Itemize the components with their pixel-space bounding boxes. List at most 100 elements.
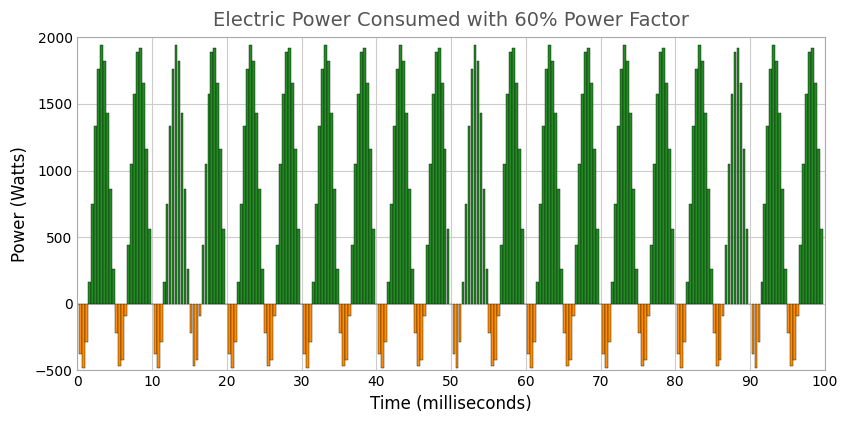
Bar: [818, 149, 820, 304]
Bar: [665, 84, 667, 304]
Bar: [531, 304, 533, 368]
Bar: [800, 245, 802, 304]
Bar: [563, 304, 566, 333]
Bar: [393, 126, 396, 304]
Bar: [745, 229, 749, 304]
Bar: [82, 304, 85, 368]
Bar: [91, 204, 93, 304]
Bar: [632, 189, 635, 304]
Bar: [743, 149, 745, 304]
Bar: [572, 304, 575, 316]
Bar: [456, 304, 458, 368]
Bar: [154, 304, 156, 354]
Bar: [614, 204, 617, 304]
Bar: [814, 84, 817, 304]
Bar: [136, 52, 138, 304]
Bar: [250, 45, 252, 304]
Bar: [85, 304, 87, 342]
Bar: [781, 189, 784, 304]
Bar: [103, 61, 106, 304]
Bar: [680, 304, 683, 368]
Bar: [228, 304, 231, 354]
Bar: [97, 69, 99, 304]
Bar: [551, 61, 554, 304]
Bar: [238, 282, 240, 304]
Bar: [734, 52, 736, 304]
Bar: [694, 69, 698, 304]
Bar: [492, 304, 494, 366]
Bar: [213, 48, 216, 304]
Bar: [602, 304, 605, 354]
Bar: [545, 69, 548, 304]
Bar: [130, 164, 132, 304]
Bar: [796, 304, 799, 316]
Bar: [417, 304, 419, 366]
Bar: [115, 304, 118, 333]
Bar: [503, 164, 506, 304]
Bar: [722, 304, 724, 316]
Bar: [575, 245, 578, 304]
Bar: [216, 84, 219, 304]
Bar: [668, 149, 671, 304]
Bar: [635, 268, 638, 304]
Bar: [306, 304, 309, 368]
Bar: [513, 48, 515, 304]
Bar: [773, 45, 775, 304]
Bar: [462, 282, 464, 304]
Bar: [295, 149, 297, 304]
Bar: [144, 149, 148, 304]
Bar: [261, 268, 264, 304]
Bar: [644, 304, 647, 360]
Bar: [175, 45, 177, 304]
Bar: [480, 113, 482, 304]
Bar: [183, 189, 187, 304]
Bar: [219, 149, 222, 304]
Bar: [291, 84, 294, 304]
Bar: [303, 304, 306, 354]
Bar: [222, 229, 225, 304]
Bar: [232, 304, 234, 368]
Bar: [378, 304, 380, 354]
Bar: [309, 304, 312, 342]
Bar: [519, 149, 521, 304]
Y-axis label: Power (Watts): Power (Watts): [11, 146, 29, 262]
Bar: [195, 304, 199, 360]
Bar: [438, 48, 441, 304]
Bar: [390, 204, 393, 304]
Bar: [761, 282, 763, 304]
Bar: [698, 45, 700, 304]
Bar: [160, 304, 162, 342]
Bar: [590, 84, 593, 304]
Bar: [419, 304, 423, 360]
Bar: [806, 94, 808, 304]
Bar: [704, 113, 706, 304]
Bar: [683, 304, 686, 342]
Bar: [399, 45, 402, 304]
Bar: [533, 304, 537, 342]
Bar: [584, 52, 587, 304]
Bar: [712, 304, 716, 333]
Bar: [611, 282, 614, 304]
Bar: [653, 164, 655, 304]
Bar: [360, 52, 363, 304]
Bar: [112, 268, 115, 304]
Bar: [127, 245, 130, 304]
Bar: [138, 48, 142, 304]
Bar: [739, 84, 742, 304]
Bar: [515, 84, 518, 304]
Bar: [363, 48, 366, 304]
Bar: [357, 94, 360, 304]
Bar: [468, 126, 470, 304]
Bar: [79, 304, 82, 354]
Bar: [163, 282, 166, 304]
Bar: [539, 204, 543, 304]
Bar: [763, 204, 767, 304]
Bar: [435, 52, 437, 304]
Bar: [258, 189, 261, 304]
Bar: [330, 113, 333, 304]
Bar: [509, 52, 512, 304]
Bar: [244, 126, 246, 304]
Bar: [521, 229, 524, 304]
Bar: [276, 245, 279, 304]
Bar: [342, 304, 345, 366]
